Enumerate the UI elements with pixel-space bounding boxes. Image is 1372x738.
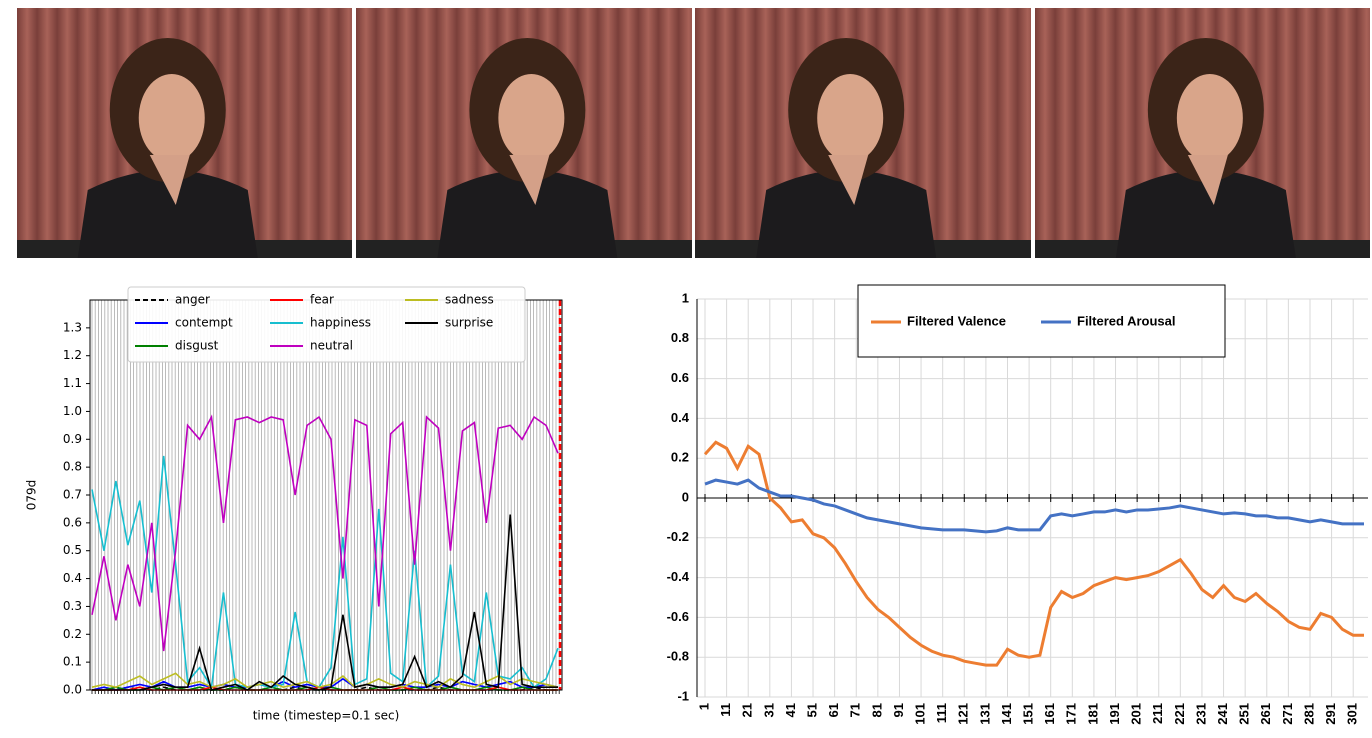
x-tick-label: 81 (869, 703, 884, 717)
y-tick-label: 0.4 (63, 571, 82, 585)
x-tick-label: 61 (826, 703, 841, 717)
neck (149, 155, 190, 205)
x-tick-label: 91 (891, 703, 906, 717)
neck (828, 155, 869, 205)
x-tick-label: 11 (718, 703, 733, 717)
y-tick-label: 0.1 (63, 655, 82, 669)
legend-label: neutral (310, 339, 353, 353)
video-frame (17, 8, 352, 258)
legend-label: surprise (445, 316, 493, 330)
y-tick-label: -0.2 (667, 529, 689, 544)
x-tick-label: 161 (1042, 703, 1057, 725)
x-tick-label: 151 (1021, 703, 1036, 725)
face (1176, 74, 1243, 162)
x-tick-label: 191 (1107, 703, 1122, 725)
legend-label: happiness (310, 316, 371, 330)
legend-label: disgust (175, 339, 219, 353)
legend-label: anger (175, 293, 210, 307)
body (437, 170, 618, 258)
video-frame (356, 8, 692, 258)
x-tick-label: 51 (804, 703, 819, 717)
series-line (703, 440, 1364, 667)
legend-label: contempt (175, 316, 233, 330)
y-tick-label: 1.1 (63, 376, 82, 390)
y-tick-label: 0.4 (671, 410, 690, 425)
x-tick-label: 181 (1085, 703, 1100, 725)
series-line (92, 514, 558, 691)
y-tick-label: -0.8 (667, 649, 689, 664)
series-line (91, 672, 559, 689)
x-axis-label: time (timestep=0.1 sec) (253, 709, 400, 723)
y-tick-label: 0.2 (63, 627, 82, 641)
face (817, 74, 884, 162)
video-frame (695, 8, 1031, 258)
y-tick-label: 0.2 (671, 450, 689, 465)
x-tick-label: 261 (1258, 703, 1273, 725)
y-tick-label: 1 (682, 290, 689, 305)
x-tick-label: 281 (1301, 703, 1316, 725)
x-tick-label: 171 (1064, 703, 1079, 725)
x-tick-label: 231 (1193, 703, 1208, 725)
y-tick-label: 0.6 (63, 515, 82, 529)
legend-label: Filtered Arousal (1077, 313, 1175, 328)
valence-arousal-chart: -1-0.8-0.6-0.4-0.200.20.40.60.811 11 21 31 4… (667, 284, 1368, 725)
body (77, 170, 258, 258)
y-tick-label: 0.9 (63, 432, 82, 446)
series-line (91, 455, 559, 690)
x-tick-label: 21 (740, 703, 755, 717)
y-tick-label: -0.6 (667, 609, 689, 624)
video-frame (1035, 8, 1370, 258)
y-tick-label: 0.0 (63, 683, 82, 697)
y-tick-label: 1.0 (63, 404, 82, 418)
x-tick-label: 101 (913, 703, 928, 725)
series-line (704, 478, 1364, 534)
x-tick-label: 221 (1172, 703, 1187, 725)
x-tick-label: 131 (977, 703, 992, 725)
legend-label: fear (310, 293, 334, 307)
face (498, 74, 565, 162)
legend-label: sadness (445, 293, 494, 307)
x-tick-label: 71 (848, 703, 863, 717)
body (1115, 170, 1296, 258)
y-tick-label: 0.5 (63, 543, 82, 557)
legend-box (127, 286, 526, 363)
y-tick-label: 0.6 (671, 370, 689, 385)
body (756, 170, 937, 258)
y-tick-label: 0.8 (671, 330, 689, 345)
y-tick-label: 0.7 (63, 488, 82, 502)
x-tick-label: 271 (1280, 703, 1295, 725)
x-tick-label: 141 (999, 703, 1014, 725)
y-tick-label: 0 (682, 489, 689, 504)
x-tick-label: 291 (1323, 703, 1338, 725)
x-tick-label: 41 (783, 703, 798, 717)
y-axis-label: 079d (25, 480, 39, 511)
y-tick-label: 0.3 (63, 599, 82, 613)
x-tick-label: 251 (1237, 703, 1252, 725)
x-tick-label: 211 (1150, 703, 1165, 724)
x-tick-label: 301 (1345, 703, 1360, 725)
series-line (91, 414, 559, 652)
neck (509, 155, 550, 205)
x-tick-label: 111 (934, 703, 949, 723)
y-tick-label: 1.2 (63, 348, 82, 362)
x-tick-label: 201 (1129, 703, 1144, 725)
x-tick-label: 1 (696, 703, 711, 710)
y-tick-label: -1 (677, 688, 689, 703)
x-tick-label: 121 (956, 703, 971, 725)
y-tick-label: 1.3 (63, 320, 82, 334)
series-line (91, 677, 559, 691)
x-tick-label: 241 (1215, 703, 1230, 725)
neck (1187, 155, 1228, 205)
legend-label: Filtered Valence (907, 313, 1006, 328)
y-tick-label: -0.4 (667, 569, 690, 584)
x-tick-label: 31 (761, 703, 776, 717)
y-tick-label: 0.8 (63, 460, 82, 474)
face (138, 74, 205, 162)
